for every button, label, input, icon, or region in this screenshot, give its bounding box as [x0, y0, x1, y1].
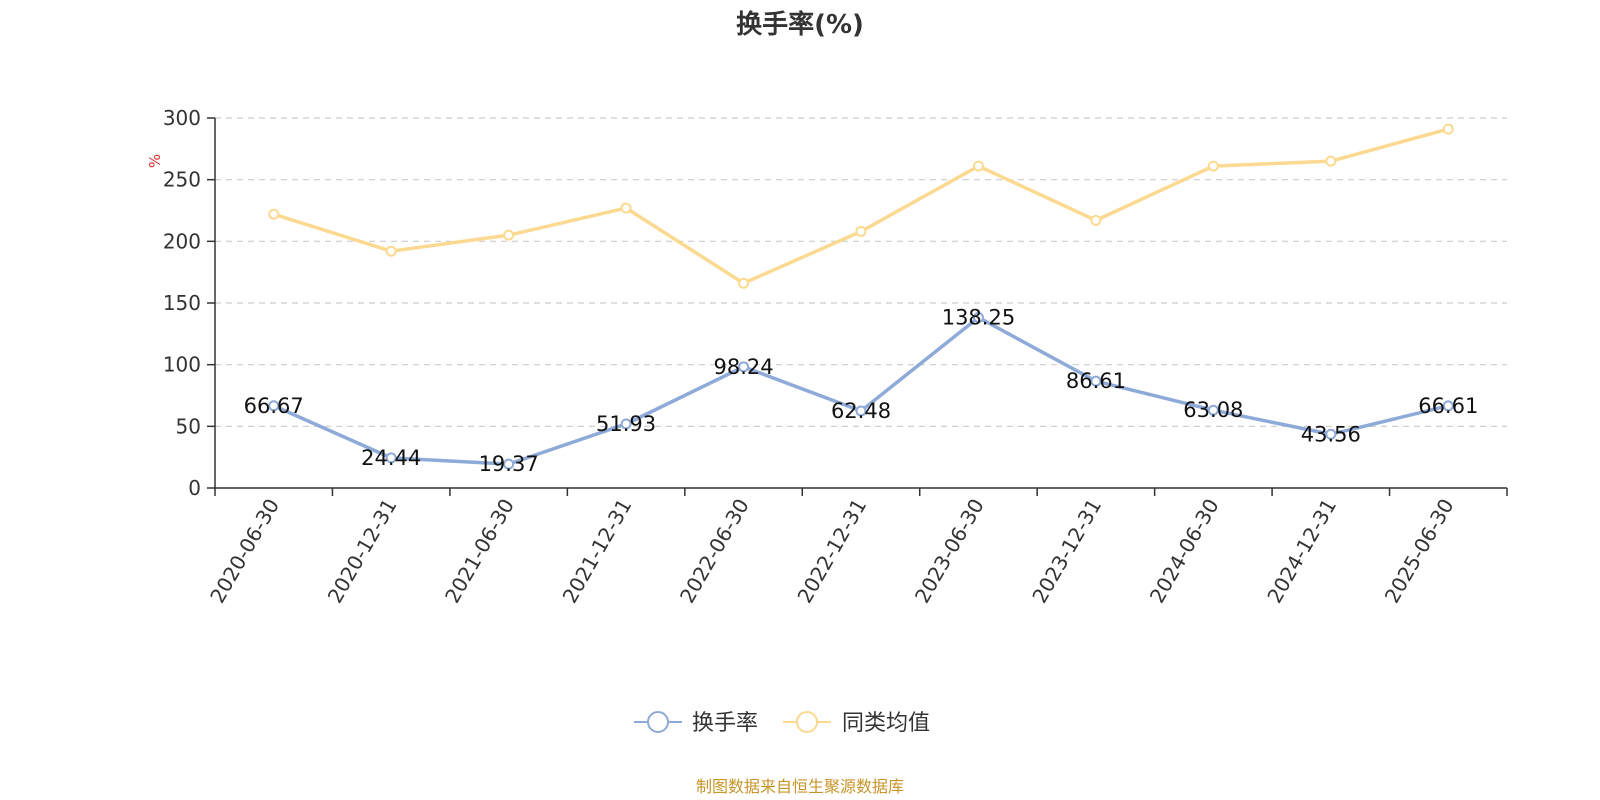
data-label-0-5: 62.48: [831, 399, 891, 423]
y-tick-label-50: 50: [176, 414, 201, 438]
x-tick-label-2024-06-30: 2024-06-30: [1145, 495, 1224, 608]
series-1-point-3[interactable]: [620, 202, 632, 214]
series-0-point-4[interactable]: [738, 361, 750, 373]
y-tick-label-150: 150: [163, 291, 201, 315]
data-label-0-9: 43.56: [1301, 422, 1361, 446]
data-labels: 66.67 24.44 19.37 51.93 98.24 62.48 138.25 86.6…: [244, 305, 1479, 476]
y-axis-unit: %: [146, 154, 164, 168]
series-1-point-8[interactable]: [1207, 160, 1219, 172]
x-tick-label-2021-06-30: 2021-06-30: [440, 495, 519, 608]
data-label-0-3: 51.93: [596, 412, 656, 436]
x-tick-label-2023-12-31: 2023-12-31: [1027, 495, 1106, 608]
data-label-0-1: 24.44: [361, 446, 421, 470]
x-tick-label-2020-12-31: 2020-12-31: [323, 495, 402, 608]
data-label-0-7: 86.61: [1066, 369, 1126, 393]
x-tick-label-2024-12-31: 2024-12-31: [1262, 495, 1341, 608]
y-tick-label-200: 200: [163, 229, 201, 253]
data-label-0-8: 63.08: [1183, 398, 1243, 422]
legend-swatch-marker-0: [647, 711, 669, 733]
legend-swatch-marker-1: [796, 711, 818, 733]
series-0-point-9[interactable]: [1325, 428, 1337, 440]
series-line-0: [273, 315, 1449, 466]
data-label-0-2: 19.37: [479, 452, 539, 476]
series-1-point-7[interactable]: [1090, 214, 1102, 226]
series-line-1: [273, 127, 1449, 286]
series-0-point-7[interactable]: [1090, 375, 1102, 387]
y-tick-label-300: 300: [163, 106, 201, 130]
series-1-point-2[interactable]: [503, 229, 515, 241]
y-tick-label-100: 100: [163, 353, 201, 377]
series-0-point-8[interactable]: [1207, 404, 1219, 416]
series-1-point-10[interactable]: [1442, 123, 1454, 135]
legend-label-0: 换手率: [692, 711, 758, 736]
axes: 0 50 100 150 200 250 300 2020-06-30 2020-12-31 20…: [163, 106, 1508, 608]
series-1-point-0[interactable]: [268, 208, 280, 220]
grid-lines: [215, 117, 1507, 427]
x-tick-label-2021-12-31: 2021-12-31: [558, 495, 637, 608]
series-1: [268, 123, 1454, 289]
data-label-0-6: 138.25: [942, 305, 1015, 329]
series-0-point-0[interactable]: [268, 400, 280, 412]
series-0-point-5[interactable]: [855, 405, 867, 417]
legend[interactable]: 换手率 同类均值: [634, 711, 930, 736]
source-note: 制图数据来自恒生聚源数据库: [696, 777, 904, 796]
data-label-0-0: 66.67: [244, 394, 304, 418]
x-tick-label-2025-06-30: 2025-06-30: [1380, 495, 1459, 608]
legend-item-1[interactable]: 同类均值: [783, 711, 930, 736]
data-label-0-4: 98.24: [713, 355, 773, 379]
x-tick-label-2022-06-30: 2022-06-30: [675, 495, 754, 608]
data-label-0-10: 66.61: [1418, 394, 1478, 418]
x-tick-label-2022-12-31: 2022-12-31: [792, 495, 871, 608]
legend-item-0[interactable]: 换手率: [634, 711, 758, 736]
series-lines: [268, 123, 1454, 470]
series-0: [268, 311, 1454, 470]
y-tick-label-250: 250: [163, 168, 201, 192]
series-0-point-10[interactable]: [1442, 400, 1454, 412]
series-0-point-3[interactable]: [620, 418, 632, 430]
chart-title: 换手率(%): [736, 9, 864, 40]
series-0-point-6[interactable]: [972, 311, 984, 323]
legend-label-1: 同类均值: [842, 711, 930, 736]
series-1-point-1[interactable]: [385, 245, 397, 257]
series-1-point-6[interactable]: [972, 160, 984, 172]
series-1-point-5[interactable]: [855, 225, 867, 237]
series-0-point-2[interactable]: [503, 458, 515, 470]
x-tick-label-2023-06-30: 2023-06-30: [910, 495, 989, 608]
series-1-point-4[interactable]: [738, 277, 750, 289]
y-tick-label-0: 0: [188, 476, 201, 500]
series-0-point-1[interactable]: [385, 452, 397, 464]
series-1-point-9[interactable]: [1325, 155, 1337, 167]
x-tick-label-2020-06-30: 2020-06-30: [205, 495, 284, 608]
